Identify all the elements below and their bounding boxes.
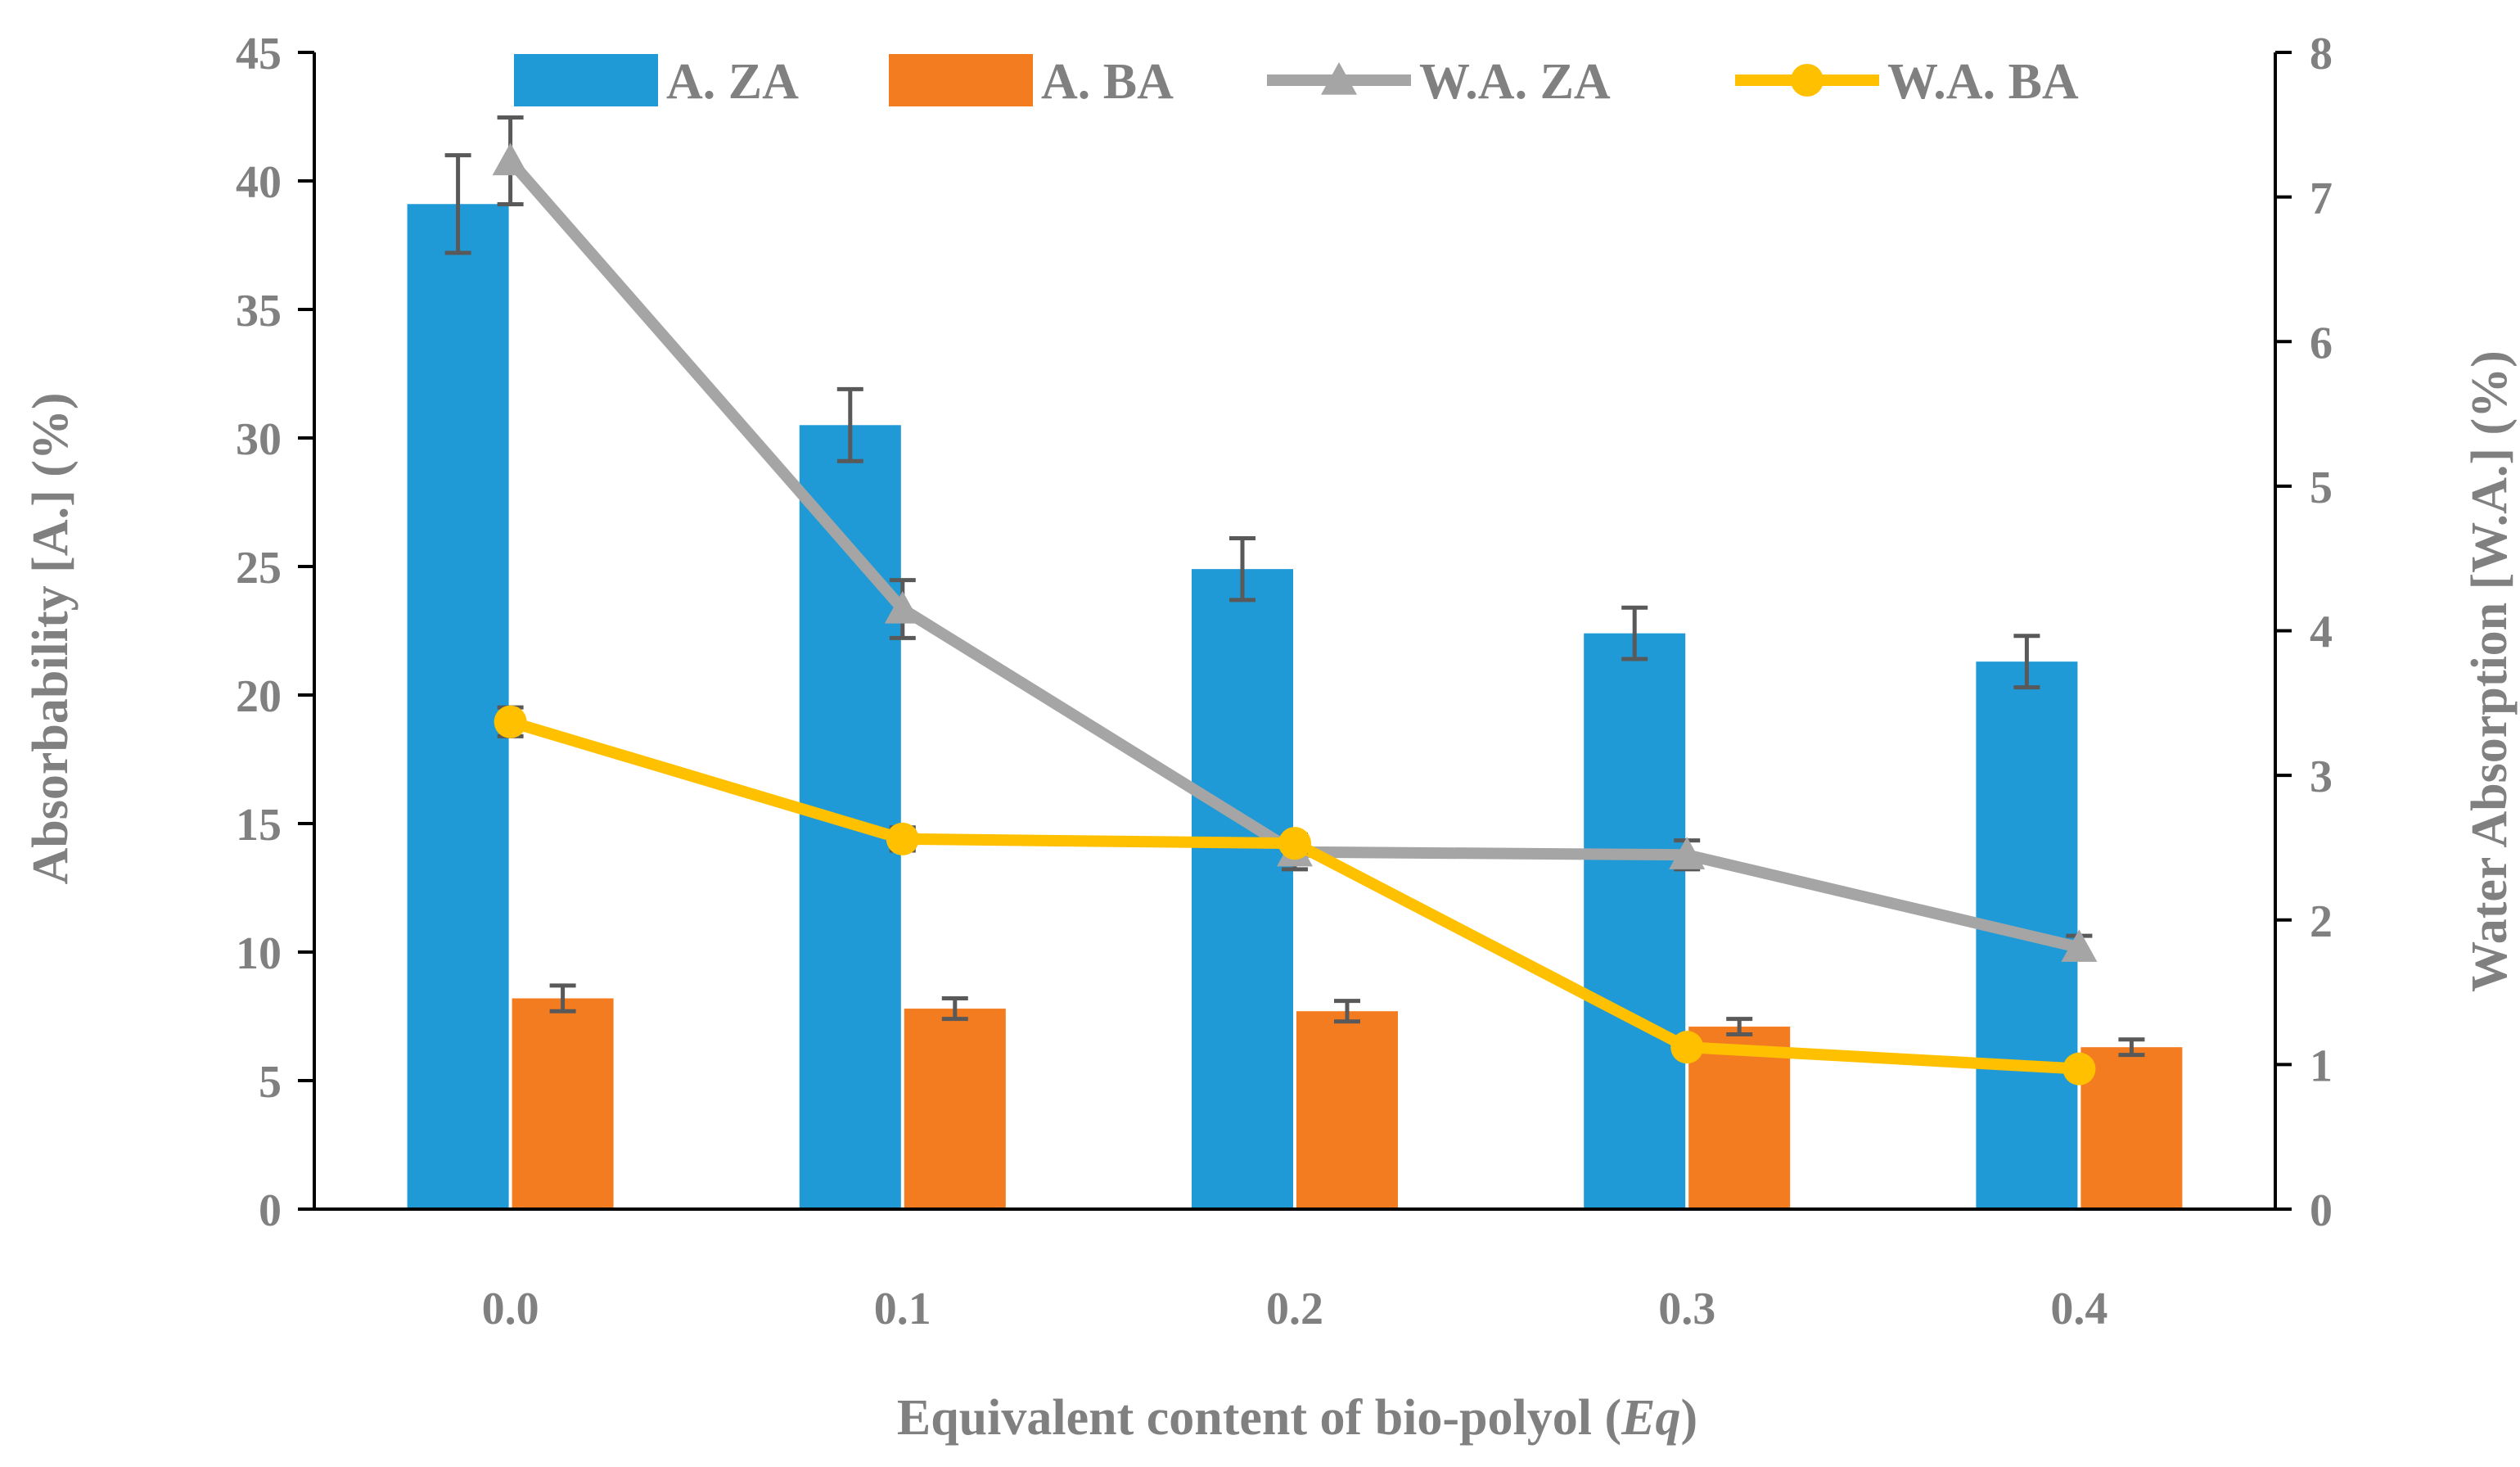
y-tick-label-1: 5 [259, 1057, 282, 1108]
legend-label-a-ba: A. BA [1041, 54, 1174, 110]
y2-tick-label-1: 1 [2310, 1040, 2333, 1091]
lines-layer [492, 115, 2098, 1086]
x-tick-label-2: 0.2 [1266, 1284, 1323, 1334]
y-tick-label-6: 30 [236, 414, 282, 465]
y-tick-label-4: 20 [236, 671, 282, 722]
legend-label-a-za: A. ZA [666, 54, 799, 110]
bar-error-1-1 [941, 996, 968, 1022]
y2-tick-label-3: 3 [2310, 752, 2333, 802]
legend-marker-wa-za [1321, 62, 1357, 95]
bar-error-1-3 [1726, 1017, 1753, 1036]
legend-swatch-a-za [514, 54, 658, 106]
point-1-0 [494, 705, 527, 738]
x-axis-title-italic: Eq [1621, 1390, 1680, 1446]
legend-item-a-ba: A. BA [889, 54, 1174, 110]
y-tick-label-3: 15 [236, 800, 282, 851]
bar-error-0-3 [1621, 605, 1648, 661]
legend: A. ZA A. BA W.A. ZA W.A. BA [514, 54, 2079, 110]
y2-tick-label-7: 7 [2310, 174, 2333, 224]
x-axis-title: Equivalent content of bio-polyol (Eq) [897, 1390, 1697, 1446]
bar-error-0-0 [444, 153, 471, 255]
x-tick-label-3: 0.3 [1658, 1284, 1715, 1334]
y-tick-label-9: 45 [236, 29, 282, 79]
y2-tick-label-0: 0 [2310, 1185, 2333, 1236]
x-tick-label-4: 0.4 [2050, 1284, 2108, 1334]
x-axis-title-end: ) [1681, 1390, 1698, 1446]
y2-tick-label-8: 8 [2310, 29, 2333, 79]
legend-swatch-a-ba [889, 54, 1033, 106]
point-0-0 [492, 142, 529, 176]
x-tick-label-0: 0.0 [482, 1284, 539, 1334]
point-1-2 [1278, 827, 1311, 860]
point-0-1 [884, 591, 921, 624]
legend-item-wa-za: W.A. ZA [1267, 54, 1611, 110]
x-tick-label-1: 0.1 [874, 1284, 931, 1334]
bar-0-2 [1192, 569, 1293, 1209]
y-tick-label-8: 40 [236, 157, 282, 208]
bar-error-0-1 [836, 386, 863, 463]
bars-layer [407, 153, 2183, 1209]
x-axis-title-main: Equivalent content of bio-polyol ( [897, 1390, 1621, 1446]
legend-label-wa-ba: W.A. BA [1887, 54, 2079, 110]
bar-0-3 [1584, 633, 1686, 1209]
bar-0-0 [407, 204, 509, 1209]
legend-item-wa-ba: W.A. BA [1735, 54, 2079, 110]
bar-1-0 [512, 998, 614, 1209]
bar-error-0-2 [1229, 535, 1255, 603]
legend-label-wa-za: W.A. ZA [1419, 54, 1611, 110]
y-tick-label-0: 0 [259, 1185, 282, 1236]
y2-tick-label-4: 4 [2310, 607, 2333, 658]
point-0-4 [2061, 929, 2098, 962]
bar-error-1-2 [1334, 999, 1360, 1024]
y-tick-label-2: 10 [236, 928, 282, 979]
y-tick-label-5: 25 [236, 543, 282, 594]
legend-item-a-za: A. ZA [514, 54, 799, 110]
point-0-3 [1669, 837, 1706, 869]
bar-error-0-4 [2013, 634, 2040, 690]
bar-error-1-0 [549, 983, 576, 1013]
bar-1-4 [2080, 1047, 2183, 1209]
y-tick-label-7: 35 [236, 286, 282, 336]
y-axis-title: Absorbability [A.] (%) [23, 392, 79, 884]
point-1-4 [2062, 1052, 2096, 1086]
point-1-1 [886, 822, 919, 855]
y2-tick-label-5: 5 [2310, 463, 2333, 513]
y2-tick-label-2: 2 [2310, 896, 2333, 947]
bar-error-1-4 [2118, 1037, 2145, 1058]
y2-tick-label-6: 6 [2310, 318, 2333, 368]
bar-1-1 [904, 1009, 1006, 1209]
point-1-3 [1670, 1031, 1704, 1064]
y2-axis-title: Water Absorption [W.A.] (%) [2462, 350, 2518, 992]
legend-marker-wa-ba [1791, 64, 1824, 97]
bar-1-2 [1296, 1011, 1398, 1209]
